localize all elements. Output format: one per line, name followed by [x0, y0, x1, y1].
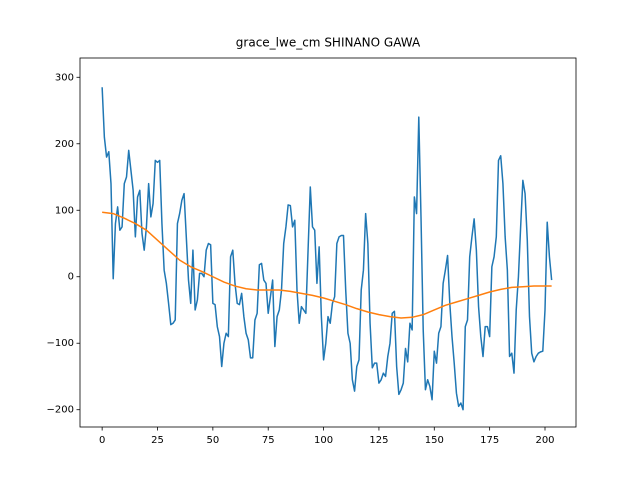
chart-title: grace_lwe_cm SHINANO GAWA [236, 36, 421, 50]
x-tick-label: 0 [99, 435, 105, 446]
x-tick-label: 50 [206, 435, 219, 446]
x-tick-label: 175 [480, 435, 499, 446]
x-tick-label: 150 [425, 435, 444, 446]
data-line [102, 211, 552, 319]
x-tick-label: 100 [314, 435, 333, 446]
y-tick-label: 0 [68, 272, 74, 283]
data-line [101, 87, 553, 411]
y-tick-label: 100 [55, 205, 74, 216]
x-tick-label: 75 [262, 435, 275, 446]
y-tick-label: 300 [55, 72, 74, 83]
y-tick-label: −100 [47, 338, 74, 349]
x-tick-label: 200 [535, 435, 554, 446]
y-tick-label: 200 [55, 139, 74, 150]
x-tick-label: 25 [151, 435, 164, 446]
y-tick-label: −200 [47, 405, 74, 416]
x-tick-label: 125 [369, 435, 388, 446]
plot-frame [79, 57, 577, 428]
